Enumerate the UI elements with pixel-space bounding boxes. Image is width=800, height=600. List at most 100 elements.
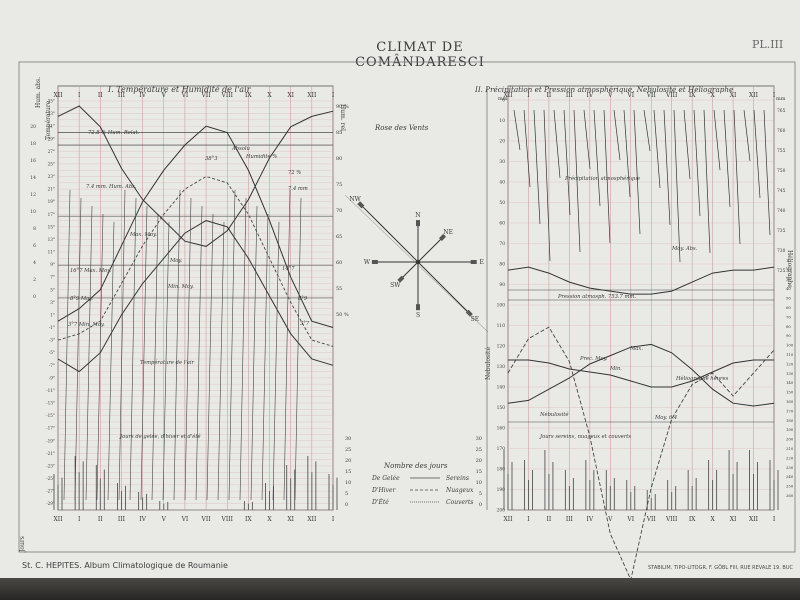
chart1-temp-tick: 21°	[48, 187, 55, 192]
chart2-axis-label-nebulosite: Nebulosité	[485, 347, 492, 380]
chart1-month-label-top: VI	[181, 92, 189, 99]
middle-day-tick: 25	[476, 447, 482, 453]
chart1-annotation: Moy.	[169, 258, 183, 264]
chart2-series-line	[508, 359, 774, 388]
chart2-helio-tick: 200	[786, 437, 794, 442]
chart1-annotation: Max. Moy.	[129, 232, 157, 238]
chart2-month-label-bottom: XII	[749, 516, 759, 523]
chart1-humidity-tick: 50 %	[336, 312, 349, 318]
chart2-month-label-top: VI	[626, 92, 634, 99]
chart1-month-label-bottom: III	[118, 516, 126, 523]
chart2-month-label-top: X	[710, 92, 715, 99]
chart2-precip-unit: mm	[498, 96, 508, 102]
chart1-month-label-bottom: XII	[307, 516, 317, 523]
chart2-precip-tick: 100	[497, 304, 506, 309]
chart1-annotation: 14°7	[282, 266, 295, 272]
chart1-month-label-top: XII	[307, 92, 317, 99]
chart1-frost-line	[63, 189, 71, 501]
chart2-annotation: Moy. Abs.	[671, 246, 698, 252]
chart1-temp-tick: -1°	[49, 325, 55, 330]
windrose-tip-w	[371, 260, 378, 264]
chart1-month-label-top: X	[267, 92, 272, 99]
windrose-arm-se	[417, 261, 470, 314]
chart2-month-label-bottom: VI	[626, 516, 634, 523]
chart1-annotation: Absolu	[231, 146, 250, 152]
chart1-month-label-top: II	[98, 92, 103, 99]
chart1-humidity-tick: 55	[336, 286, 342, 292]
chart1-vapor-tick: 0	[33, 294, 36, 300]
chart1-annotation: Humidité %	[245, 153, 277, 160]
legend-left-label: De Gelée	[371, 475, 400, 482]
chart2-month-label-top: VII	[646, 92, 657, 99]
chart2-precip-line	[763, 109, 771, 236]
chart1-annotation: 8°9 Moy.	[70, 296, 94, 302]
chart1-humidity-tick: 60	[336, 260, 342, 266]
chart2-precip-tick: 130	[497, 365, 506, 370]
chart1-frost-line	[129, 197, 137, 501]
chart1-month-label-bottom: XII	[53, 516, 63, 523]
chart2-precip-tick: 10	[499, 119, 505, 124]
middle-day-tick: 10	[476, 480, 482, 486]
chart1-frost-line	[173, 189, 181, 501]
chart2-month-label-bottom: IV	[586, 516, 593, 523]
chart1-title: I. Température et Humidité de l'air	[107, 85, 252, 94]
plate-footer-printer: STABILIM. TIPO-LITOGR. F. GÖBL FIII, RUE…	[648, 565, 793, 571]
chart1-day-tick: 5	[345, 491, 348, 497]
chart2-pressure-tick: 765	[777, 109, 786, 114]
chart1-frost-line	[195, 205, 203, 501]
chart1-frost-line	[162, 221, 170, 501]
middle-day-tick: 15	[476, 469, 482, 475]
chart2-pressure-tick: 735	[777, 229, 786, 234]
chart1-annotation: 38°3	[205, 156, 218, 162]
chart1-temp-tick: -5°	[49, 350, 55, 355]
chart2-precip-line	[563, 109, 571, 216]
plate-title: CLIMAT DE COMÂNDARESCI	[355, 40, 485, 70]
chart1-month-label-bottom: I	[78, 516, 81, 523]
chart1-temp-tick: -21°	[46, 451, 55, 456]
chart2-month-label-top: XI	[730, 92, 737, 99]
chart2-annotation: Pression atmosph. 753.7 mm.	[557, 294, 636, 300]
plate-sheet	[0, 0, 800, 578]
chart2-pressure-tick: 730	[777, 249, 786, 254]
chart1-day-tick: 20	[345, 458, 351, 464]
chart1-annotation: 8°9	[298, 296, 308, 302]
chart2-month-label-top: I	[527, 92, 530, 99]
chart2-pressure-tick: 740	[777, 209, 786, 214]
chart2-precip-tick: 200	[497, 509, 506, 514]
chart1-temp-tick: 9°	[50, 262, 55, 267]
chart1-day-tick: 30	[345, 436, 351, 442]
chart1-month-label-bottom: IX	[245, 516, 252, 523]
chart1-axis-label-jours: Jours	[19, 536, 26, 553]
chart1-frost-line	[96, 213, 104, 501]
windrose-title: Rose des Vents	[374, 124, 429, 132]
chart2-helio-tick: 50	[786, 296, 791, 301]
windrose-tip-n	[416, 220, 420, 227]
chart1-month-label-top: VIII	[221, 92, 234, 99]
chart2-month-label-top: III	[566, 92, 574, 99]
chart2-helio-tick: 180	[786, 418, 794, 423]
chart1-temp-tick: 7°	[50, 275, 55, 280]
chart1-frost-line	[206, 213, 214, 501]
chart1-vapor-tick: 14	[30, 175, 36, 181]
chart2-helio-tick: 190	[786, 427, 794, 432]
chart2-pressure-tick: 750	[777, 169, 786, 174]
chart2-precip-tick: 180	[497, 468, 506, 473]
chart2-month-label-bottom: I	[527, 516, 530, 523]
chart2-precip-line	[693, 109, 701, 217]
chart1-temp-tick: 5°	[50, 287, 55, 292]
chart1-temp-tick: 35°	[48, 99, 55, 104]
chart1-frost-line	[118, 189, 126, 501]
chart1-annotation: 7.4 mm	[288, 186, 308, 192]
chart2-month-label-bottom: III	[566, 516, 574, 523]
chart2-precip-tick: 90	[499, 283, 505, 288]
chart2-precip-line	[593, 109, 601, 207]
chart1-day-tick: 15	[345, 469, 351, 475]
chart2-precip-tick: 50	[499, 201, 505, 206]
legend-left-label: D'Hiver	[371, 487, 397, 494]
windrose-tip-s	[416, 304, 420, 311]
chart2-month-label-bottom: V	[607, 516, 613, 523]
chart2-precip-line	[553, 109, 561, 179]
chart2-helio-tick: 240	[786, 474, 794, 479]
chart2-precip-line	[633, 109, 641, 235]
chart1-month-label-bottom: X	[267, 516, 272, 523]
